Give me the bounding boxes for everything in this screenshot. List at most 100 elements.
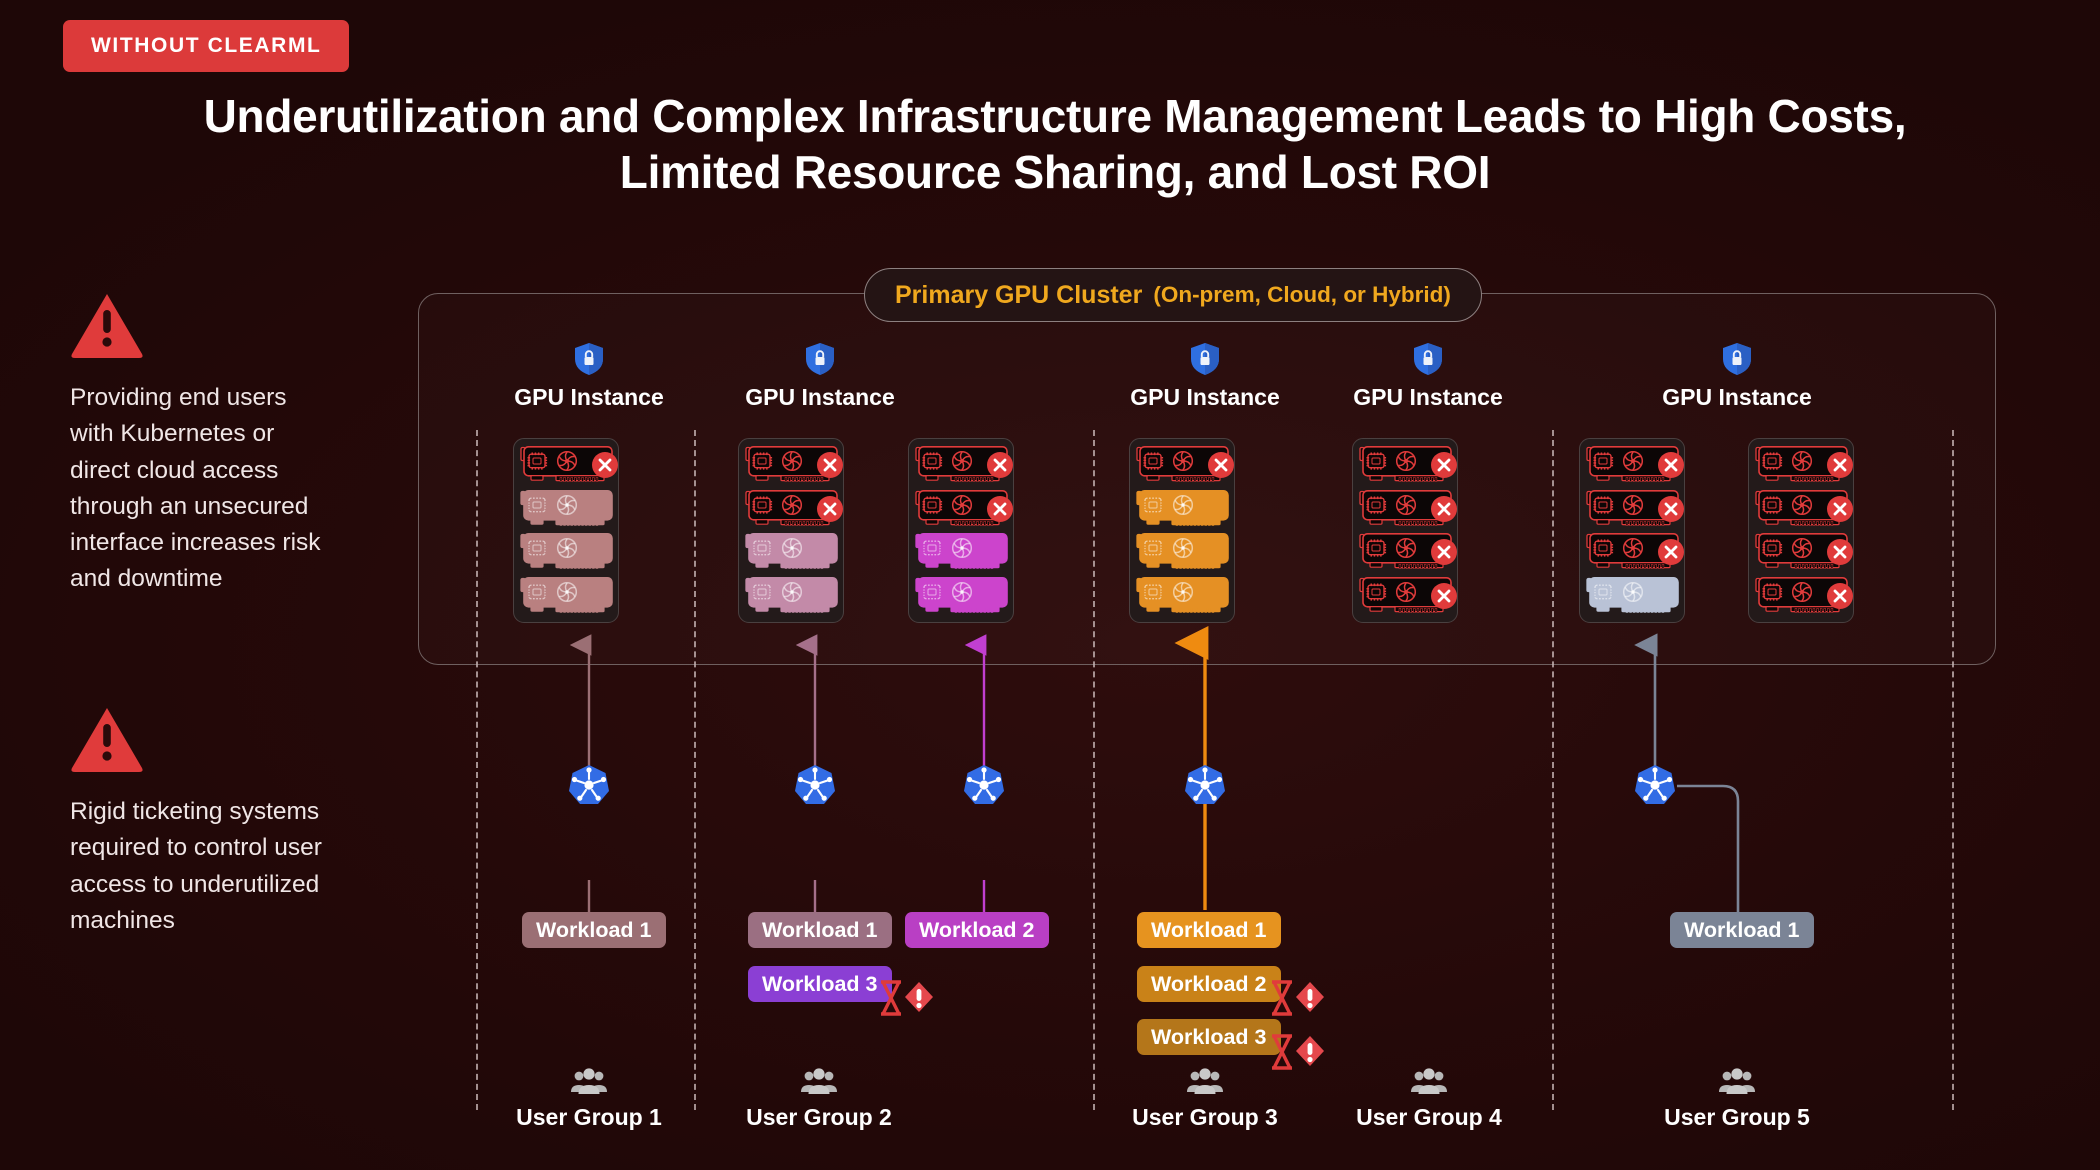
user-group-label: User Group 2 <box>746 1104 892 1130</box>
gpu-card <box>745 446 843 484</box>
gpu-card <box>1136 489 1230 528</box>
gpu-instance-label: GPU Instance <box>745 384 895 410</box>
gpu-card <box>915 489 1013 528</box>
shield-lock-icon <box>806 343 834 375</box>
gpu-card <box>1755 533 1853 571</box>
x-close-icon <box>817 495 843 522</box>
shield-lock-icon <box>575 343 603 375</box>
x-close-icon <box>592 452 618 478</box>
gpu-card <box>520 533 614 571</box>
gpu-card <box>1755 576 1853 615</box>
hourglass-pending-icon <box>1272 1034 1292 1070</box>
x-close-icon <box>987 495 1013 522</box>
pending-alert-badge <box>874 978 936 1018</box>
primary-gpu-cluster-header: Primary GPU Cluster (On-prem, Cloud, or … <box>864 268 1482 322</box>
user-group-4: User Group 4 <box>1309 1068 1549 1131</box>
x-close-icon <box>1431 539 1457 566</box>
workload-pill[interactable]: Workload 2 <box>905 912 1049 948</box>
workload-pill[interactable]: Workload 1 <box>748 912 892 948</box>
users-group-icon <box>1411 1068 1447 1094</box>
user-group-1: User Group 1 <box>469 1068 709 1131</box>
x-close-icon <box>1658 495 1684 522</box>
connector-elbow <box>1677 784 1740 920</box>
gpu-instance-header-2: GPU Instance <box>690 342 950 411</box>
gpu-rack <box>513 438 619 623</box>
workload-pill[interactable]: Workload 2 <box>1137 966 1281 1002</box>
gpu-rack <box>1352 438 1458 623</box>
gpu-card <box>1586 446 1684 484</box>
gpu-instance-header-1: GPU Instance <box>459 342 719 411</box>
hourglass-pending-icon <box>881 980 901 1016</box>
gpu-instance-header-4: GPU Instance <box>1298 342 1558 411</box>
gpu-card <box>1359 446 1457 484</box>
gpu-card <box>745 576 839 615</box>
user-group-label: User Group 1 <box>516 1104 662 1130</box>
kubernetes-icon[interactable] <box>963 764 1005 806</box>
gpu-card <box>745 489 843 528</box>
gpu-rack <box>1129 438 1235 623</box>
callout-security-risk: Providing end users with Kubernetes or d… <box>70 292 335 598</box>
lane-divider <box>1952 430 1954 1110</box>
workload-pill[interactable]: Workload 3 <box>1137 1019 1281 1055</box>
gpu-instance-label: GPU Instance <box>514 384 664 410</box>
user-group-label: User Group 5 <box>1664 1104 1810 1130</box>
x-close-icon <box>1658 539 1684 566</box>
gpu-card <box>520 446 618 484</box>
gpu-card <box>1586 576 1680 615</box>
kubernetes-icon[interactable] <box>1184 764 1226 806</box>
workload-pill[interactable]: Workload 1 <box>1670 912 1814 948</box>
cluster-subtitle: (On-prem, Cloud, or Hybrid) <box>1153 282 1451 307</box>
gpu-card <box>1359 489 1457 528</box>
x-close-icon <box>1431 582 1457 609</box>
gpu-rack <box>738 438 844 623</box>
warning-triangle-icon <box>71 294 143 358</box>
lane-divider <box>694 430 696 1110</box>
lane-divider <box>476 430 478 1110</box>
x-close-icon <box>987 452 1013 478</box>
gpu-card <box>520 576 614 615</box>
hourglass-pending-icon <box>1272 980 1292 1016</box>
lane-divider <box>1093 430 1095 1110</box>
users-group-icon <box>801 1068 837 1094</box>
workload-pill[interactable]: Workload 1 <box>522 912 666 948</box>
gpu-card <box>915 576 1009 615</box>
workload-pill[interactable]: Workload 3 <box>748 966 892 1002</box>
gpu-card <box>1359 533 1457 571</box>
callout-text: Rigid ticketing systems required to cont… <box>70 798 322 934</box>
gpu-card <box>1359 576 1457 615</box>
user-group-label: User Group 3 <box>1132 1104 1278 1130</box>
shield-lock-icon <box>1191 343 1219 375</box>
users-group-icon <box>571 1068 607 1094</box>
user-group-3: User Group 3 <box>1085 1068 1325 1131</box>
gpu-instance-label: GPU Instance <box>1353 384 1503 410</box>
gpu-rack <box>1579 438 1685 623</box>
warning-triangle-icon <box>71 708 143 772</box>
gpu-card <box>1136 576 1230 615</box>
user-group-5: User Group 5 <box>1617 1068 1857 1131</box>
x-close-icon <box>1431 452 1457 478</box>
kubernetes-icon[interactable] <box>1634 764 1676 806</box>
kubernetes-icon[interactable] <box>568 764 610 806</box>
users-group-icon <box>1719 1068 1755 1094</box>
users-group-icon <box>1187 1068 1223 1094</box>
gpu-card <box>1755 446 1853 484</box>
gpu-instance-header-5: GPU Instance <box>1607 342 1867 411</box>
gpu-instance-label: GPU Instance <box>1130 384 1280 410</box>
gpu-card <box>915 533 1009 571</box>
x-close-icon <box>1431 495 1457 522</box>
page-title: Underutilization and Complex Infrastruct… <box>203 90 1907 199</box>
callout-ticketing: Rigid ticketing systems required to cont… <box>70 706 335 939</box>
x-close-icon <box>1827 582 1853 609</box>
x-close-icon <box>1827 539 1853 566</box>
pending-alert-badge <box>1265 978 1327 1018</box>
lane-divider <box>1552 430 1554 1110</box>
x-close-icon <box>1208 452 1234 478</box>
gpu-card <box>1136 446 1234 484</box>
workload-pill[interactable]: Workload 1 <box>1137 912 1281 948</box>
kubernetes-icon[interactable] <box>794 764 836 806</box>
user-group-2: User Group 2 <box>699 1068 939 1131</box>
gpu-card <box>745 533 839 571</box>
pending-alert-badge <box>1265 1032 1327 1072</box>
gpu-card <box>915 446 1013 484</box>
